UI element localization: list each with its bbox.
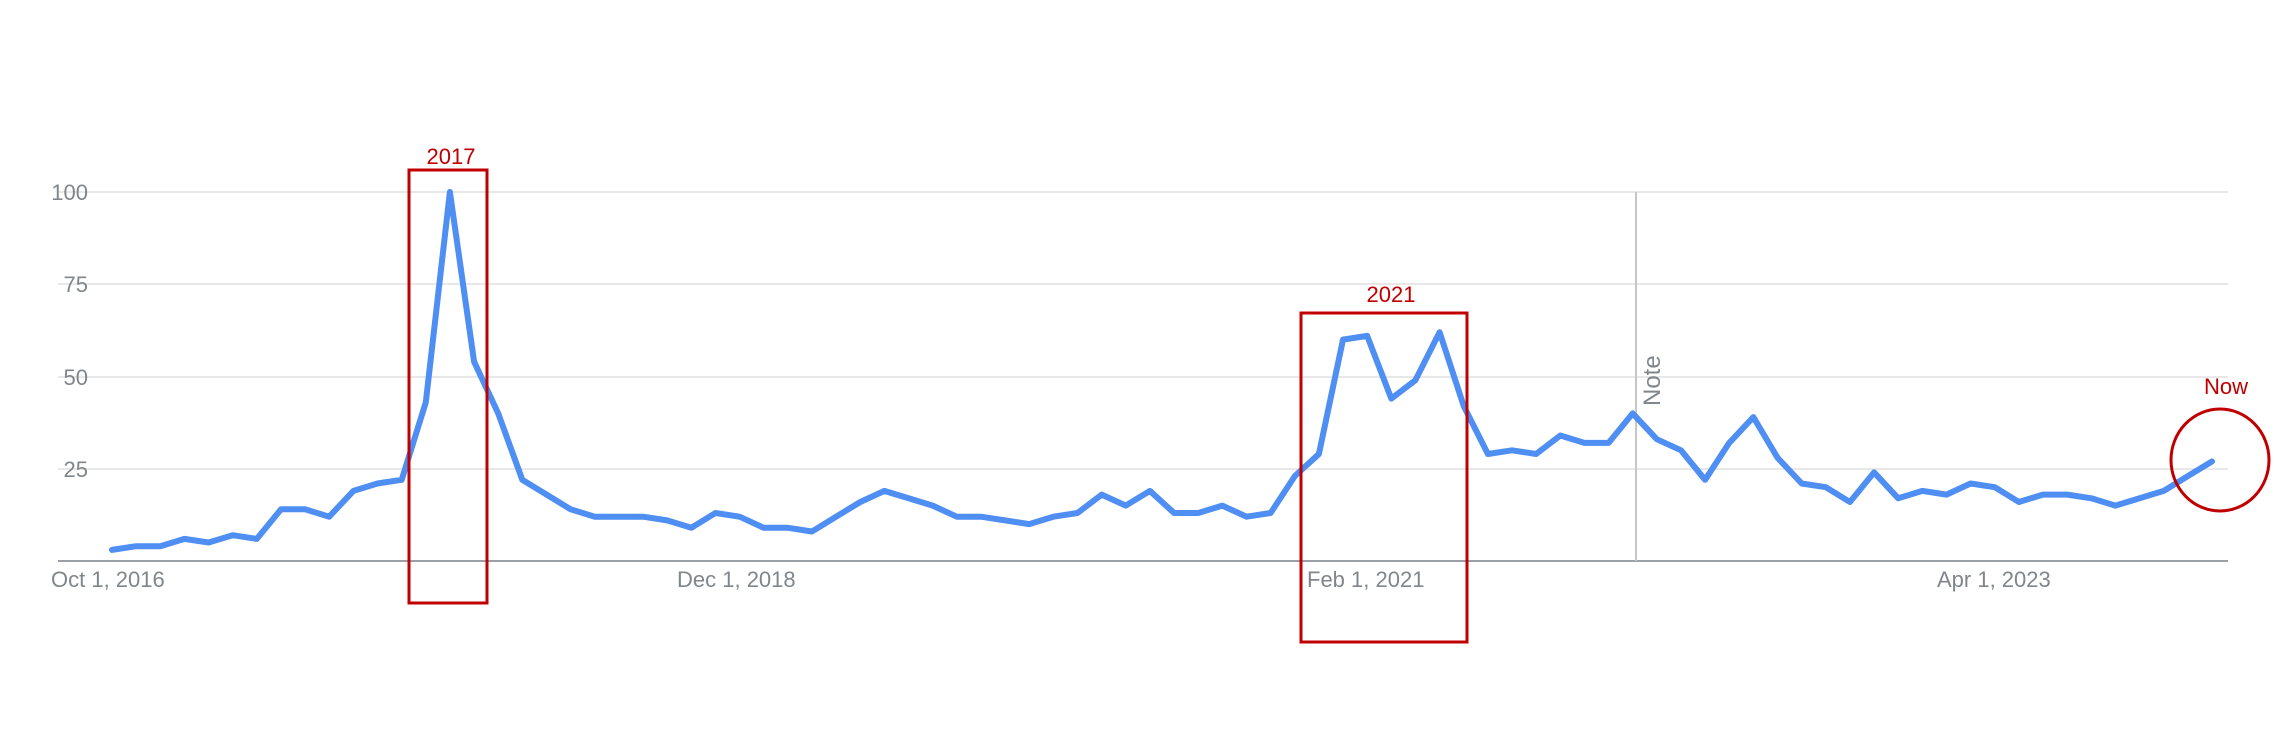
x-tick-label: Apr 1, 2023 — [1937, 567, 2051, 592]
annotation-2021-box — [1299, 311, 1469, 644]
y-axis-ticks: 100 75 50 25 — [51, 180, 88, 482]
series-layer — [109, 189, 2215, 553]
y-tick-label: 25 — [64, 457, 88, 482]
series-line — [109, 189, 2215, 553]
x-axis-ticks: Oct 1, 2016 Dec 1, 2018 Feb 1, 2021 Apr … — [51, 567, 2051, 592]
x-tick-label: Dec 1, 2018 — [677, 567, 796, 592]
annotation-layer: 2017 2021 Now — [407, 144, 2271, 644]
x-tick-label: Oct 1, 2016 — [51, 567, 165, 592]
annotation-now-circle — [2169, 407, 2271, 513]
annotation-now-label: Now — [2204, 374, 2248, 399]
y-tick-label: 75 — [64, 272, 88, 297]
y-tick-label: 50 — [64, 365, 88, 390]
grid-layer — [58, 191, 2228, 562]
note-marker: Note — [1635, 192, 1666, 561]
annotation-2021-label: 2021 — [1367, 282, 1416, 307]
y-tick-label: 100 — [51, 180, 88, 205]
x-tick-label: Feb 1, 2021 — [1307, 567, 1424, 592]
annotation-2017-label: 2017 — [427, 144, 476, 169]
annotation-2017-box — [407, 168, 489, 605]
note-marker-label: Note — [1639, 355, 1666, 406]
